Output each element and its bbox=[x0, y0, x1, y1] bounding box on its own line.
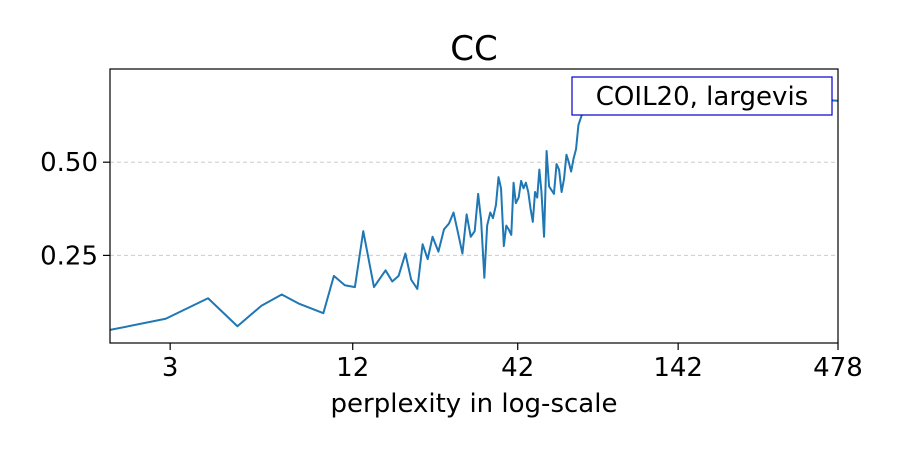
x-axis: 3 12 42 142 478 bbox=[162, 343, 863, 383]
legend-box bbox=[571, 76, 833, 116]
series-layer bbox=[110, 86, 838, 331]
legend-text: COIL20, largevis bbox=[596, 82, 808, 112]
grid bbox=[110, 161, 838, 256]
x-axis-label: perplexity in log-scale bbox=[331, 389, 618, 419]
x-tick-label: 12 bbox=[336, 353, 369, 383]
y-axis: 0.25 0.50 bbox=[40, 148, 110, 271]
series-line bbox=[110, 86, 838, 331]
x-tick-label: 3 bbox=[162, 353, 179, 383]
x-tick-label: 142 bbox=[653, 353, 703, 383]
plot-frame bbox=[109, 68, 839, 344]
x-tick-label: 42 bbox=[501, 353, 534, 383]
legend: COIL20, largevis bbox=[571, 76, 833, 116]
chart-title: CC bbox=[450, 29, 497, 69]
x-tick-label: 478 bbox=[813, 353, 863, 383]
y-tick-label: 0.25 bbox=[40, 241, 98, 271]
y-tick-label: 0.50 bbox=[40, 148, 98, 178]
